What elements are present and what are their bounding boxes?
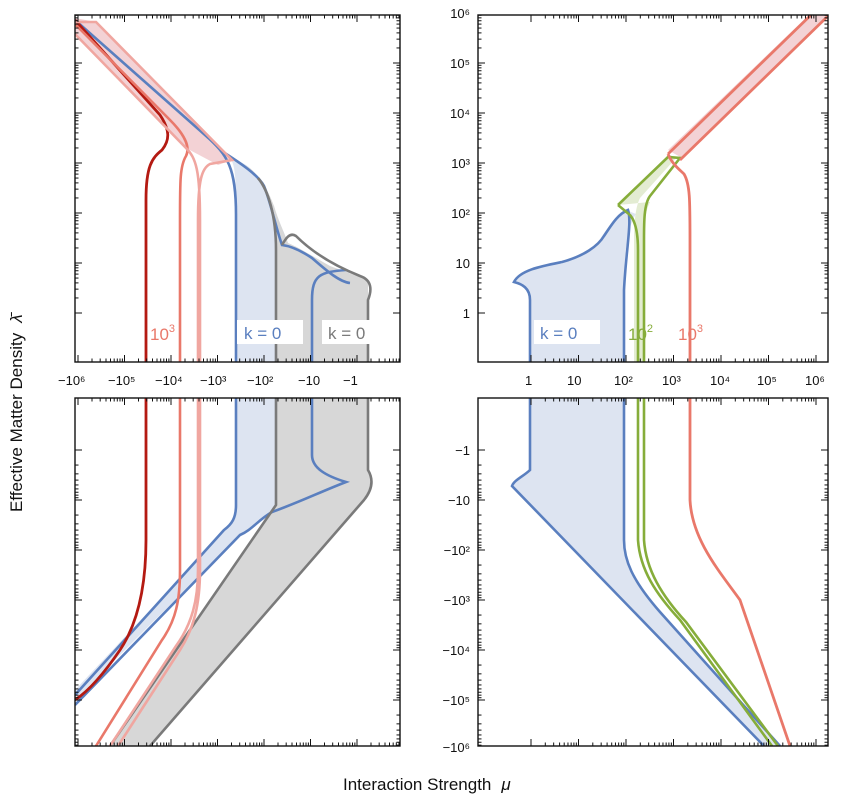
x-tick-label: 1 [525, 373, 532, 388]
y-tick-label: −10⁶ [443, 740, 470, 755]
series-salmon-bottomleft [94, 398, 182, 746]
x-tick-label: 10³ [662, 373, 681, 388]
label-k0-blue-topleft: k = 0 [244, 324, 281, 343]
plot-curves [75, 15, 828, 746]
series-salmon-outline-topright [666, 15, 828, 362]
y-tick-labels-bottom: −1 −10 −10² −10³ −10⁴ −10⁵ −10⁶ [442, 443, 470, 755]
y-tick-label: 1 [463, 306, 470, 321]
x-tick-label: 10⁶ [805, 373, 825, 388]
x-tick-label: −10⁵ [108, 373, 135, 388]
x-tick-label: −10² [247, 373, 274, 388]
series-blue-band-bottomright [512, 398, 780, 746]
panel-frame-bottom-right [477, 397, 829, 747]
curve-labels: 103 k = 0 k = 0 k = 0 102 103 [150, 320, 703, 344]
x-tick-label: 10⁵ [757, 373, 777, 388]
y-tick-label: −1 [455, 443, 470, 458]
x-tick-label: −1 [343, 373, 358, 388]
x-tick-label: 10⁴ [710, 373, 730, 388]
y-axis-title: Effective Matter Densityλ̄ [7, 311, 26, 512]
series-salmon-band-topright [668, 15, 827, 158]
y-tick-labels-top: 1 10 10² 10³ 10⁴ 10⁵ 10⁶ [450, 6, 471, 321]
x-axis-title: Interaction Strength μ [343, 775, 511, 794]
label-bg [237, 320, 303, 344]
x-tick-label: 10 [567, 373, 581, 388]
y-tick-label: −10³ [444, 593, 471, 608]
series-blue-outline-bottomleft [75, 398, 351, 706]
series-blue-outline-bottomright [510, 398, 781, 746]
x-tick-label: 10² [614, 373, 633, 388]
panel-frame-top-left [74, 14, 401, 363]
panel-frame-bottom-left [74, 397, 401, 747]
y-tick-label: 10⁵ [450, 56, 470, 71]
y-tick-label: 10 [456, 256, 470, 271]
y-tick-label: −10⁵ [443, 693, 470, 708]
y-tick-label: −10² [444, 543, 471, 558]
series-salmon-outline-bottomright [688, 398, 792, 746]
y-tick-label: 10³ [451, 156, 470, 171]
label-10-3-topleft: 103 [150, 323, 175, 344]
series-green-outline-topright [617, 155, 683, 362]
x-tick-label: −10⁴ [155, 373, 183, 388]
y-tick-label: −10⁴ [442, 643, 470, 658]
label-k0-gray-topleft: k = 0 [328, 324, 365, 343]
label-10-3-topright: 103 [678, 323, 703, 344]
series-darkred-topleft [75, 19, 170, 362]
tick-marks [75, 14, 828, 746]
series-darkred-bottomleft [75, 398, 148, 702]
label-bg [534, 320, 600, 344]
label-10-2-topright: 102 [628, 323, 653, 344]
x-tick-label: −10³ [200, 373, 227, 388]
series-pink-outline-topleft [75, 20, 235, 362]
series-green-outline-bottomright [636, 398, 780, 746]
series-gray-outline-bottomleft [108, 398, 373, 746]
y-tick-label: −10 [448, 493, 470, 508]
x-tick-label: −10 [298, 373, 320, 388]
x-tick-labels-left: −10⁶ −10⁵ −10⁴ −10³ −10² −10 −1 [58, 373, 358, 388]
series-pink-outline-bottomleft [108, 398, 202, 746]
series-blue-outline-topright [512, 208, 631, 362]
y-tick-label: 10² [451, 206, 470, 221]
y-tick-label: 10⁶ [450, 6, 470, 21]
x-tick-labels-right: 1 10 10² 10³ 10⁴ 10⁵ 10⁶ [525, 373, 825, 388]
label-k0-blue-topright: k = 0 [540, 324, 577, 343]
series-gray-outline-topleft [256, 177, 372, 362]
panel-frame-top-right [477, 14, 829, 363]
series-salmon-topleft [75, 23, 189, 362]
label-bg [322, 320, 388, 344]
x-tick-label: −10⁶ [58, 373, 85, 388]
y-tick-label: 10⁴ [450, 106, 470, 121]
